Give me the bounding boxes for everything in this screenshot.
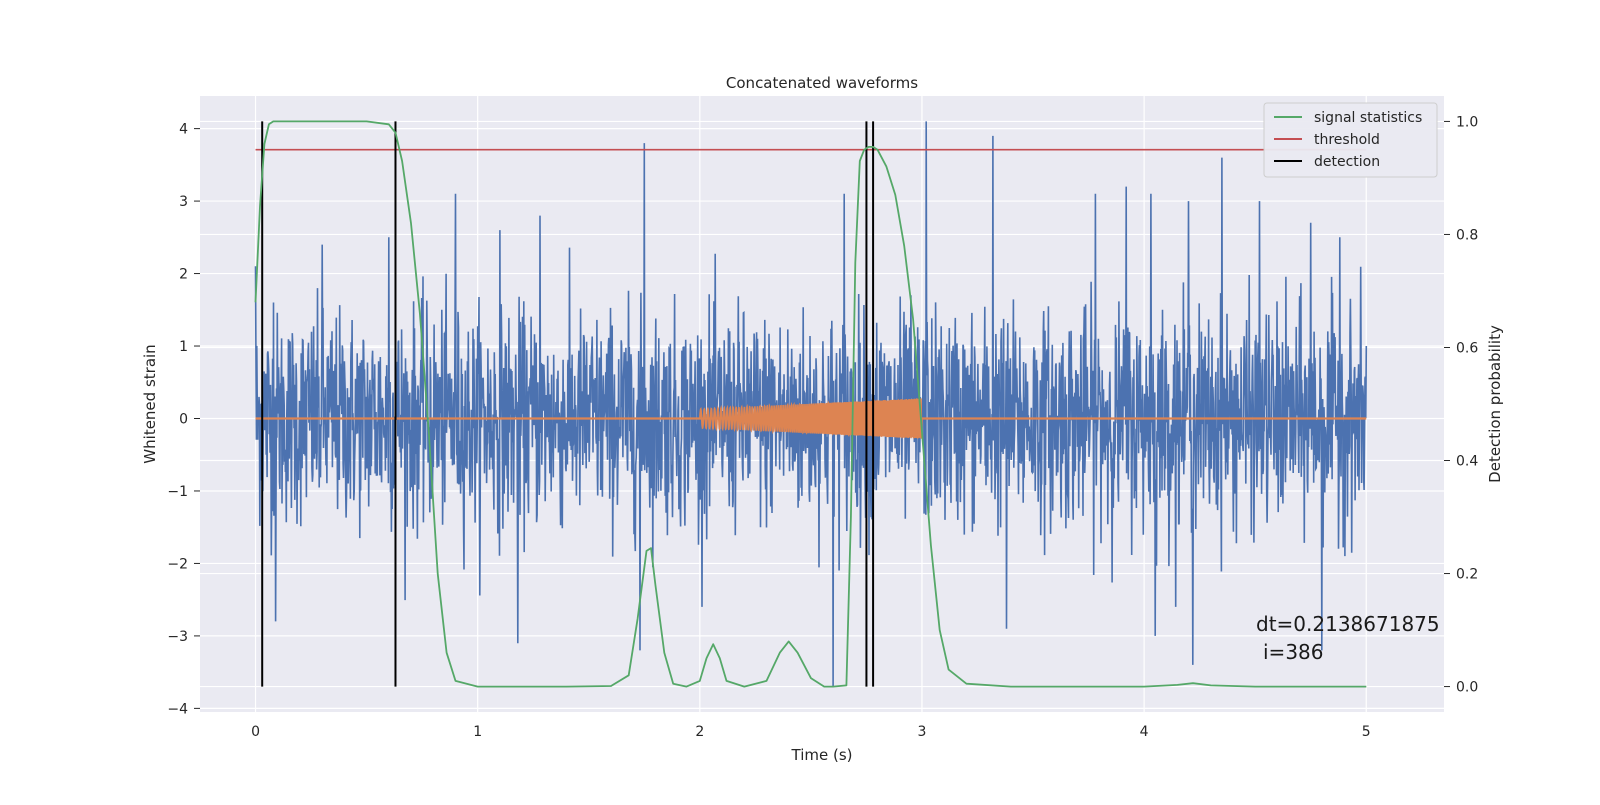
y-left-axis-ticks: 4 3 2 1 0 −1 −2 −3 −4 <box>167 122 200 717</box>
y-left-tick-label-7: −3 <box>167 629 188 645</box>
annotation-dt: dt=0.2138671875 <box>1256 612 1440 636</box>
y-left-tick-label-2: 2 <box>179 267 188 283</box>
y-right-tick-label-5: 0.0 <box>1456 680 1478 696</box>
y-left-tick-label-3: 1 <box>179 339 188 355</box>
x-tick-label-0: 0 <box>251 724 260 740</box>
x-tick-label-3: 3 <box>918 724 927 740</box>
y-right-tick-label-2: 0.6 <box>1456 340 1478 356</box>
y-left-tick-label-1: 3 <box>179 194 188 210</box>
legend-label-detection: detection <box>1314 154 1380 170</box>
signal-statistics-line <box>254 120 1367 688</box>
y-right-tick-label-1: 0.8 <box>1456 227 1478 243</box>
y-left-tick-label-4: 0 <box>179 411 188 427</box>
y-left-tick-label-8: −4 <box>167 701 188 717</box>
legend: signal statistics threshold detection <box>1263 102 1438 178</box>
legend-label-threshold: threshold <box>1314 132 1380 148</box>
signal-statistics-series <box>254 120 1367 688</box>
legend-label-signal-statistics: signal statistics <box>1314 110 1422 126</box>
x-axis-ticks: 0 1 2 3 4 5 <box>251 724 1371 740</box>
y-right-axis-ticks: 1.0 0.8 0.6 0.4 0.2 0.0 <box>1444 114 1478 696</box>
y-right-tick-label-3: 0.4 <box>1456 454 1478 470</box>
chart-title: Concatenated waveforms <box>726 74 918 92</box>
x-axis-label: Time (s) <box>791 746 853 764</box>
x-tick-label-4: 4 <box>1140 724 1149 740</box>
y-right-tick-label-0: 1.0 <box>1456 114 1478 130</box>
y-right-axis-label: Detection probability <box>1486 325 1504 483</box>
detection-lines <box>261 121 875 687</box>
y-left-tick-label-0: 4 <box>179 122 188 138</box>
y-left-axis-label: Whitened strain <box>141 344 159 463</box>
chirp-series <box>699 397 923 440</box>
annotation-i: i=386 <box>1263 640 1324 664</box>
y-left-tick-label-6: −2 <box>167 556 188 572</box>
y-left-tick-label-5: −1 <box>167 484 188 500</box>
x-tick-label-1: 1 <box>473 724 482 740</box>
x-tick-label-5: 5 <box>1362 724 1371 740</box>
chirp-trace <box>699 397 923 440</box>
y-right-tick-label-4: 0.2 <box>1456 567 1478 583</box>
legend-box <box>1263 102 1438 178</box>
x-tick-label-2: 2 <box>695 724 704 740</box>
